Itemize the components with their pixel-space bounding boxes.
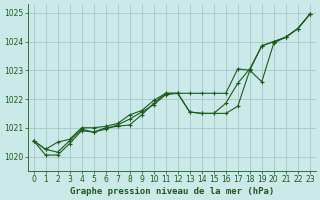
X-axis label: Graphe pression niveau de la mer (hPa): Graphe pression niveau de la mer (hPa) — [69, 187, 274, 196]
